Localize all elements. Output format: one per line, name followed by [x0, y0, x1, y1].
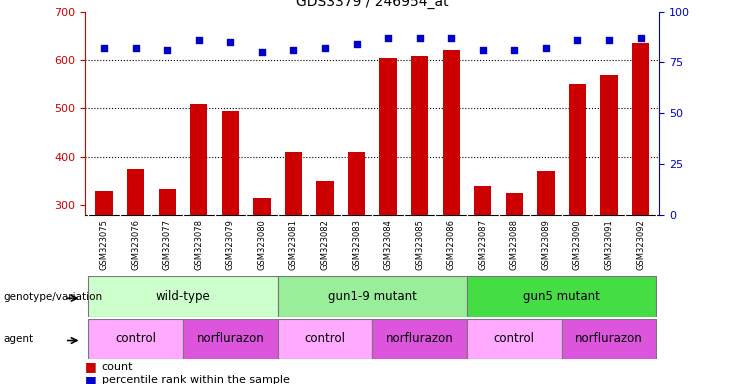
Bar	[88, 319, 183, 359]
Text: wild-type: wild-type	[156, 290, 210, 303]
Text: GSM323084: GSM323084	[384, 219, 393, 270]
Text: norflurazon: norflurazon	[196, 333, 265, 345]
Bar	[505, 193, 523, 215]
Point	[350, 41, 362, 47]
Text: ■: ■	[85, 374, 97, 384]
Bar	[278, 319, 372, 359]
Text: count: count	[102, 362, 133, 372]
Bar	[442, 50, 460, 215]
Text: GSM323092: GSM323092	[636, 219, 645, 270]
Bar	[474, 186, 491, 215]
Bar	[222, 111, 239, 215]
Point	[288, 47, 299, 53]
Point	[508, 47, 520, 53]
Point	[162, 47, 173, 53]
Text: GSM323075: GSM323075	[99, 219, 109, 270]
Bar	[467, 319, 562, 359]
Text: GSM323077: GSM323077	[163, 219, 172, 270]
Bar	[562, 319, 657, 359]
Bar	[372, 319, 467, 359]
Text: GSM323076: GSM323076	[131, 219, 140, 270]
Point	[445, 35, 457, 41]
Text: GSM323080: GSM323080	[257, 219, 267, 270]
Point	[99, 45, 110, 51]
Text: genotype/variation: genotype/variation	[4, 291, 103, 302]
Point	[634, 35, 646, 41]
Bar	[467, 276, 657, 317]
Bar	[600, 76, 618, 215]
Text: norflurazon: norflurazon	[575, 333, 643, 345]
Bar	[379, 58, 397, 215]
Text: GSM323082: GSM323082	[321, 219, 330, 270]
Bar	[285, 152, 302, 215]
Point	[193, 37, 205, 43]
Text: percentile rank within the sample: percentile rank within the sample	[102, 375, 290, 384]
Text: GSM323079: GSM323079	[226, 219, 235, 270]
Text: agent: agent	[4, 334, 34, 344]
Text: control: control	[494, 333, 535, 345]
Bar	[537, 171, 554, 215]
Point	[225, 39, 236, 45]
Text: GSM323089: GSM323089	[542, 219, 551, 270]
Text: GSM323087: GSM323087	[478, 219, 488, 270]
Point	[382, 35, 394, 41]
Bar	[96, 191, 113, 215]
Point	[319, 45, 331, 51]
Text: GSM323083: GSM323083	[352, 219, 361, 270]
Bar	[569, 84, 586, 215]
Bar	[190, 104, 207, 215]
Text: control: control	[305, 333, 345, 345]
Bar	[632, 43, 649, 215]
Bar	[183, 319, 278, 359]
Point	[413, 35, 425, 41]
Text: gun1-9 mutant: gun1-9 mutant	[328, 290, 416, 303]
Bar	[127, 169, 144, 215]
Text: GSM323078: GSM323078	[194, 219, 203, 270]
Text: GSM323081: GSM323081	[289, 219, 298, 270]
Title: GDS3379 / 246954_at: GDS3379 / 246954_at	[296, 0, 448, 9]
Point	[571, 37, 583, 43]
Text: control: control	[115, 333, 156, 345]
Text: norflurazon: norflurazon	[386, 333, 453, 345]
Text: GSM323085: GSM323085	[415, 219, 424, 270]
Bar	[316, 181, 333, 215]
Text: gun5 mutant: gun5 mutant	[523, 290, 600, 303]
Point	[130, 45, 142, 51]
Text: GSM323088: GSM323088	[510, 219, 519, 270]
Text: GSM323090: GSM323090	[573, 219, 582, 270]
Text: ■: ■	[85, 360, 97, 373]
Point	[540, 45, 552, 51]
Bar	[88, 276, 278, 317]
Bar	[348, 152, 365, 215]
Text: GSM323086: GSM323086	[447, 219, 456, 270]
Bar	[253, 198, 270, 215]
Point	[477, 47, 489, 53]
Point	[603, 37, 615, 43]
Point	[256, 49, 268, 55]
Bar	[411, 56, 428, 215]
Bar	[159, 189, 176, 215]
Text: GSM323091: GSM323091	[605, 219, 614, 270]
Bar	[278, 276, 467, 317]
